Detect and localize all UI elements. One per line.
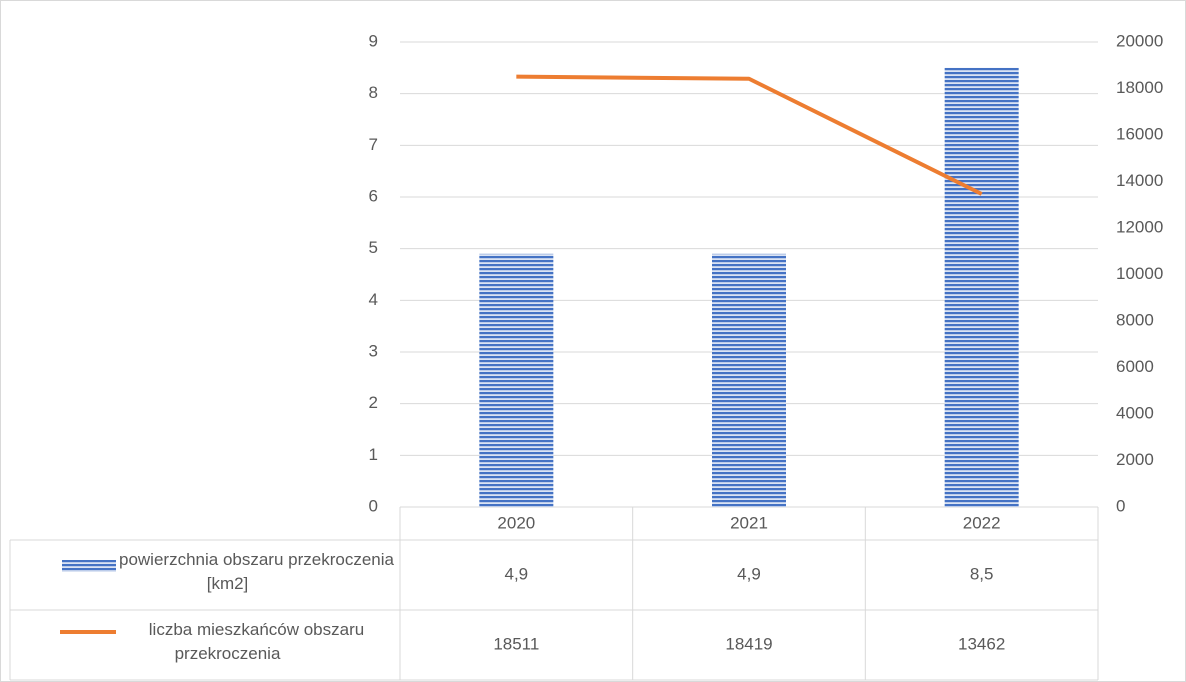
bar bbox=[712, 253, 786, 507]
y2-tick-label: 16000 bbox=[1116, 124, 1163, 143]
y2-tick-label: 20000 bbox=[1116, 31, 1163, 50]
y-tick-label: 5 bbox=[369, 238, 378, 257]
y-tick-label: 3 bbox=[369, 341, 378, 360]
bar bbox=[944, 67, 1019, 507]
table-value: 18511 bbox=[493, 634, 539, 653]
table-value: 4,9 bbox=[505, 564, 529, 583]
y2-tick-label: 12000 bbox=[1116, 217, 1163, 236]
y2-tick-label: 8000 bbox=[1116, 310, 1154, 329]
y2-tick-label: 18000 bbox=[1116, 78, 1163, 97]
y2-tick-label: 6000 bbox=[1116, 357, 1154, 376]
y-tick-label: 9 bbox=[369, 31, 378, 50]
x-tick-label: 2021 bbox=[730, 513, 768, 532]
legend-entry: powierzchnia obszaru przekroczenia [km2] bbox=[119, 550, 394, 593]
y2-tick-label: 2000 bbox=[1116, 450, 1154, 469]
y2-tick-label: 4000 bbox=[1116, 403, 1154, 422]
legend-swatch bbox=[62, 560, 116, 572]
x-tick-label: 2020 bbox=[497, 513, 535, 532]
bar bbox=[479, 253, 554, 507]
y-tick-label: 7 bbox=[369, 135, 378, 154]
y-tick-label: 4 bbox=[369, 290, 378, 309]
y2-tick-label: 14000 bbox=[1116, 171, 1163, 190]
y-tick-label: 6 bbox=[369, 186, 378, 205]
x-tick-label: 2022 bbox=[963, 513, 1001, 532]
line bbox=[516, 74, 983, 196]
y2-tick-label: 0 bbox=[1116, 496, 1125, 515]
y2-tick-label: 10000 bbox=[1116, 264, 1163, 283]
table-value: 18419 bbox=[725, 634, 772, 653]
legend-entry-box: liczba mieszkańców obszaru przekroczenia bbox=[148, 620, 365, 663]
legend-entry-box: powierzchnia obszaru przekroczenia [km2] bbox=[119, 550, 394, 593]
y-tick-label: 1 bbox=[369, 445, 378, 464]
y-tick-label: 0 bbox=[369, 496, 378, 515]
table-value: 4,9 bbox=[737, 564, 761, 583]
table-value: 13462 bbox=[958, 634, 1005, 653]
legend-entry: liczba mieszkańców obszaru przekroczenia bbox=[148, 620, 365, 663]
table-value: 8,5 bbox=[970, 564, 994, 583]
y-tick-label: 2 bbox=[369, 393, 378, 412]
y-tick-label: 8 bbox=[369, 83, 378, 102]
